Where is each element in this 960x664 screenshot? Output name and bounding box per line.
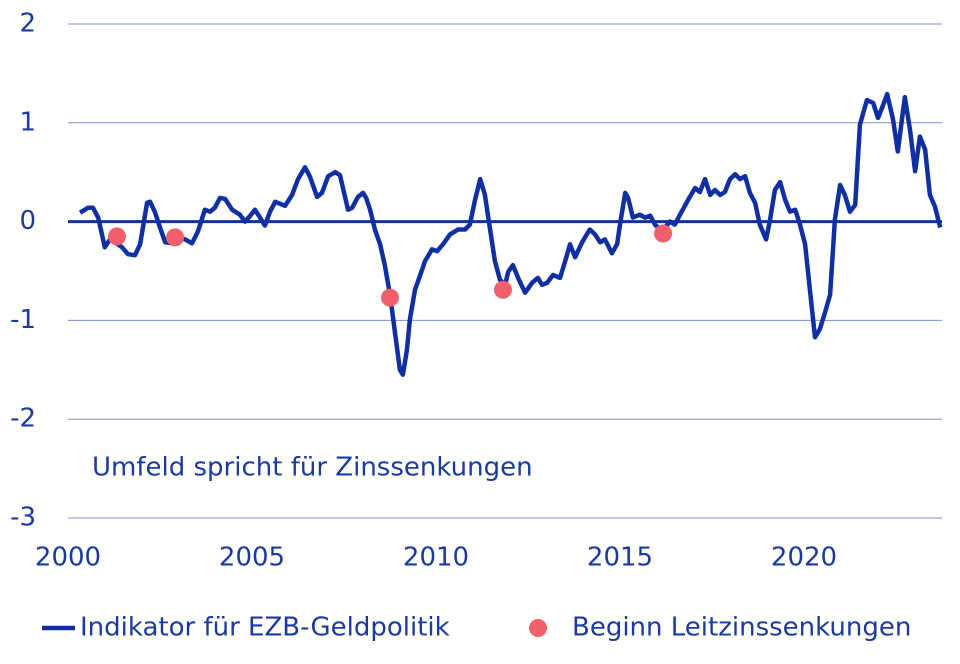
rate-cut-dot — [107, 227, 126, 246]
x-tick-label: 2020 — [771, 543, 837, 573]
x-tick-label: 2000 — [35, 543, 101, 573]
y-tick-label: -1 — [10, 305, 36, 335]
y-tick-label: 0 — [19, 206, 36, 236]
y-tick-label: -3 — [10, 503, 36, 533]
indicator-line — [78, 91, 943, 377]
y-tick-label: 1 — [19, 107, 36, 137]
rate-cut-dot — [381, 288, 399, 307]
y-tick-label: 2 — [19, 9, 36, 39]
rate-cut-dot — [654, 224, 673, 243]
annotation: Umfeld spricht für Zinssenkungen — [92, 453, 533, 483]
y-tick-label: -2 — [10, 404, 36, 434]
x-tick-label: 2015 — [587, 543, 653, 573]
rate-cut-dot — [166, 228, 185, 247]
legend-label: Beginn Leitzinssenkungen — [572, 613, 911, 643]
legend-label: Indikator für EZB-Geldpolitik — [80, 613, 450, 643]
x-tick-label: 2005 — [219, 543, 285, 573]
legend-swatch — [529, 619, 547, 637]
rate-cut-dot — [493, 280, 512, 299]
x-tick-label: 2010 — [403, 543, 469, 573]
